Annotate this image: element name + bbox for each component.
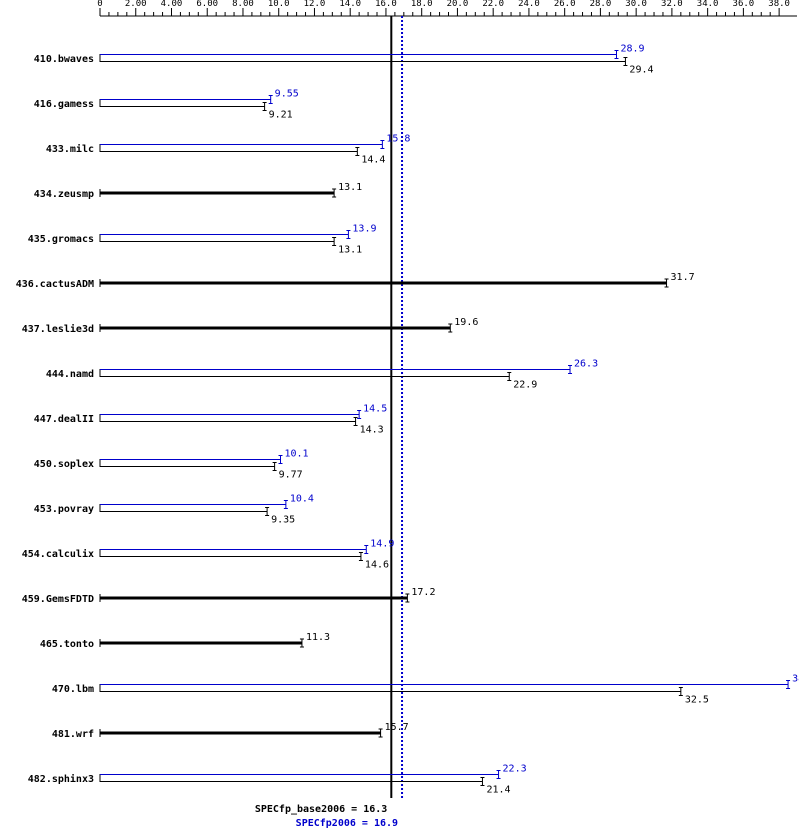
bar-value: 26.3 xyxy=(574,359,598,370)
axis-tick-label: 8.00 xyxy=(232,0,254,9)
bar-value: 22.9 xyxy=(513,380,537,391)
axis-tick-label: 24.0 xyxy=(518,0,540,9)
bar-value: 13.1 xyxy=(338,182,362,193)
axis-tick-label: 2.00 xyxy=(125,0,147,9)
reference-line-label: SPECfp_base2006 = 16.3 xyxy=(255,804,387,815)
axis-tick-label: 28.0 xyxy=(590,0,612,9)
benchmark-label: 447.dealII xyxy=(34,414,94,425)
benchmark-label: 450.soplex xyxy=(34,459,94,470)
benchmark-label: 433.milc xyxy=(46,143,94,155)
benchmark-label: 470.lbm xyxy=(52,684,94,695)
axis-tick-label: 14.0 xyxy=(339,0,361,9)
bar-value: 38.5 xyxy=(792,674,799,685)
axis-tick-label: 34.0 xyxy=(697,0,719,9)
bar-value: 31.7 xyxy=(671,272,695,283)
benchmark-label: 459.GemsFDTD xyxy=(22,594,94,605)
bar-value: 21.4 xyxy=(486,785,510,796)
bar-value: 13.9 xyxy=(352,224,376,235)
bar-value: 22.3 xyxy=(503,764,527,775)
bar-value: 15.8 xyxy=(386,134,410,145)
axis-tick-label: 22.0 xyxy=(482,0,504,9)
benchmark-chart: 0 2.00 4.00 6.00 8.00 10.0 12.0 14.0 16.0 18.0 20.… xyxy=(0,0,799,831)
benchmark-label: 481.wrf xyxy=(52,729,94,740)
bar-value: 28.9 xyxy=(620,44,644,55)
bar-value: 13.1 xyxy=(338,245,362,256)
benchmark-label: 434.zeusmp xyxy=(34,189,94,200)
benchmark-label: 437.leslie3d xyxy=(22,323,94,335)
bar-value: 9.77 xyxy=(279,470,303,481)
benchmark-label: 416.gamess xyxy=(34,99,94,110)
axis-tick-label: 38.0 xyxy=(768,0,790,9)
bar-value: 19.6 xyxy=(454,317,478,328)
bar-value: 9.55 xyxy=(275,89,299,100)
bar-value: 14.4 xyxy=(361,155,385,166)
bar-value: 10.1 xyxy=(285,449,309,460)
reference-line-label: SPECfp2006 = 16.9 xyxy=(296,818,398,829)
axis-tick-label: 0 xyxy=(97,0,102,9)
benchmark-label: 444.namd xyxy=(46,369,94,380)
benchmark-label: 436.cactusADM xyxy=(16,279,94,290)
axis-tick-label: 36.0 xyxy=(733,0,755,9)
axis-tick-label: 30.0 xyxy=(625,0,647,9)
bar-value: 14.6 xyxy=(365,560,389,571)
bar-value: 32.5 xyxy=(685,695,709,706)
bar-value: 17.2 xyxy=(411,587,435,598)
axis-tick-label: 16.0 xyxy=(375,0,397,9)
axis-tick-label: 4.00 xyxy=(161,0,183,9)
axis-tick-label: 12.0 xyxy=(304,0,326,9)
bar-value: 15.7 xyxy=(385,722,409,733)
bar-value: 10.4 xyxy=(290,494,314,505)
axis-tick-label: 6.00 xyxy=(196,0,218,9)
bar-value: 29.4 xyxy=(629,65,653,76)
benchmark-label: 482.sphinx3 xyxy=(28,773,94,785)
benchmark-label: 435.gromacs xyxy=(28,234,94,245)
benchmark-label: 454.calculix xyxy=(22,548,94,560)
axis-tick-label: 10.0 xyxy=(268,0,290,9)
benchmark-label: 453.povray xyxy=(34,504,94,515)
bar-value: 14.3 xyxy=(360,425,384,436)
bar-value: 14.9 xyxy=(370,539,394,550)
axis-tick-label: 18.0 xyxy=(411,0,433,9)
bar-value: 9.21 xyxy=(269,110,293,121)
bar-value: 11.3 xyxy=(306,632,330,643)
benchmark-label: 465.tonto xyxy=(40,639,94,650)
axis-tick-label: 26.0 xyxy=(554,0,576,9)
axis-tick-label: 32.0 xyxy=(661,0,683,9)
bar-value: 14.5 xyxy=(363,404,387,415)
benchmark-label: 410.bwaves xyxy=(34,54,94,65)
axis-tick-label: 20.0 xyxy=(447,0,469,9)
bar-value: 9.35 xyxy=(271,515,295,526)
